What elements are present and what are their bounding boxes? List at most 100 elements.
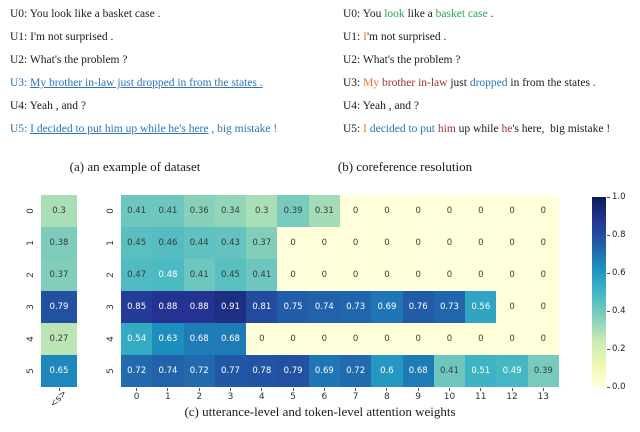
token-level-attention-heatmap: 0.41 0.41 0.36 0.34 0.3 0.39 0.31 0 0 0 0 0 0 0 0.45 0.… bbox=[121, 195, 559, 387]
heatmap-cell: 0 bbox=[402, 195, 434, 227]
heatmap-cell: 0.73 bbox=[340, 291, 372, 323]
heatmap-cell: 0 bbox=[371, 323, 403, 355]
heatmap-cell: 0 bbox=[465, 227, 497, 259]
heatmap-cell: 0.77 bbox=[214, 355, 247, 387]
heatmap-cell: 0.69 bbox=[371, 291, 403, 323]
heatmap-cell: 0.74 bbox=[152, 355, 184, 387]
utterance-segment: . bbox=[487, 8, 494, 20]
utterance-segment: I bbox=[363, 31, 367, 43]
col-tick-label: 5 bbox=[277, 388, 308, 402]
utterance-label: U5: bbox=[10, 123, 31, 135]
utterance-segment: basket case bbox=[435, 8, 488, 20]
heatmap-cell: 0.43 bbox=[214, 227, 247, 259]
heatmap-cell: 0.45 bbox=[121, 227, 153, 259]
heatmap-cell: 0 bbox=[308, 259, 340, 291]
heatmap-cell: 0.41 bbox=[246, 259, 278, 291]
utterance-segment: I decided to put him up while he's here bbox=[30, 123, 209, 135]
heatmap-cell: 0.39 bbox=[277, 195, 309, 227]
heatmap-cell: 0 bbox=[496, 195, 528, 227]
utterance-level-attention-heatmap: 0.3 0.38 0.37 0.79 0.27 0.65 bbox=[41, 195, 77, 387]
caption-b: (b) coreference resolution bbox=[337, 159, 473, 174]
utterance-segment: brother in-law bbox=[381, 77, 448, 89]
dialogue-line: U2: What's the problem ? bbox=[343, 51, 610, 74]
heatmap-cell: 0.38 bbox=[41, 227, 77, 259]
heatmap-cell: 0 bbox=[308, 323, 340, 355]
col-tick-label: 1 bbox=[152, 388, 183, 402]
heatmap-cell: 0.49 bbox=[496, 355, 528, 387]
heatmap-cell: 0 bbox=[246, 323, 278, 355]
heatmap-cell: 0 bbox=[465, 195, 497, 227]
dialogue-line: U4: Yeah , and ? bbox=[343, 97, 610, 120]
heatmap-cell: 0 bbox=[371, 195, 403, 227]
heatmap-cell: 0.56 bbox=[465, 291, 497, 323]
dialogue-line: U3: My brother in-law just dropped in fr… bbox=[10, 74, 277, 97]
caption-c: (c) utterance-level and token-level atte… bbox=[184, 404, 456, 419]
utterance-label: U4: bbox=[10, 100, 30, 112]
heatmap-cell: 0 bbox=[277, 227, 309, 259]
heatmap-cell: 0 bbox=[340, 323, 372, 355]
heatmap-cell: 0 bbox=[371, 227, 403, 259]
heatmap-cell: 0.3 bbox=[246, 195, 278, 227]
col-tick-label: 0 bbox=[121, 388, 152, 402]
heatmap-cell: 0.68 bbox=[214, 323, 247, 355]
col-tick-label: 13 bbox=[528, 388, 559, 402]
dialogue-line: U5: I decided to put him up while he's h… bbox=[10, 120, 277, 143]
col-tick-label: 6 bbox=[309, 388, 340, 402]
heatmap-cell: 0.46 bbox=[152, 227, 184, 259]
heatmap-cell: 0 bbox=[402, 323, 434, 355]
utterance-label: U0: bbox=[343, 8, 363, 20]
heatmap-cell: 0 bbox=[465, 259, 497, 291]
utterance-label: U1: bbox=[10, 31, 31, 43]
heatmap-cell: 0.41 bbox=[183, 259, 215, 291]
heatmap-cell: 0.34 bbox=[214, 195, 247, 227]
heatmap-cell: 0 bbox=[496, 323, 528, 355]
utterance-segment: You bbox=[362, 8, 385, 20]
heatmap-cell: 0.68 bbox=[183, 323, 215, 355]
heatmap-cell: 0.73 bbox=[433, 291, 466, 323]
heatmap-cell: 0 bbox=[527, 195, 559, 227]
col-tick-label: 7 bbox=[340, 388, 371, 402]
heatmap-cell: 0 bbox=[402, 259, 434, 291]
dialogue-line: U1: I'm not surprised . bbox=[343, 28, 610, 51]
heatmap-cell: 0 bbox=[527, 259, 559, 291]
heatmap-cell: 0.37 bbox=[41, 259, 77, 291]
colorbar-tick: 1.0 bbox=[607, 192, 626, 202]
utterance-segment: I'm not surprised . bbox=[30, 31, 114, 43]
heatmap-cell: 0.88 bbox=[152, 291, 184, 323]
heatmap-cell: 0.69 bbox=[308, 355, 340, 387]
col-tick-label: 3 bbox=[215, 388, 246, 402]
utterance-segment: dropped bbox=[469, 77, 508, 89]
utterance-segment: My brother in-law just dropped in from t… bbox=[30, 77, 263, 89]
colorbar-tick: 0.0 bbox=[607, 382, 626, 392]
heatmap-cell: 0 bbox=[433, 259, 466, 291]
heatmap-cell: 0.78 bbox=[246, 355, 278, 387]
caption-a: (a) an example of dataset bbox=[69, 159, 201, 174]
heatmap-cell: 0.41 bbox=[121, 195, 153, 227]
utterance-segment: , big mistake ! bbox=[208, 123, 278, 135]
heatmap-cell: 0 bbox=[527, 323, 559, 355]
col-tick-label: 4 bbox=[246, 388, 277, 402]
utterance-label: U0: bbox=[10, 8, 30, 20]
token-heatmap-col-labels: 0 1 2 3 4 5 6 7 8 9 10 11 12 13 bbox=[121, 388, 559, 402]
utterance-segment: he bbox=[501, 123, 513, 135]
utterance-label: U3: bbox=[10, 77, 31, 89]
col-tick-label: 10 bbox=[434, 388, 465, 402]
col-tick-label: 11 bbox=[465, 388, 496, 402]
heatmap-cell: 0.76 bbox=[402, 291, 434, 323]
dialogue-line: U0: You look like a basket case . bbox=[343, 5, 610, 28]
heatmap-cell: 0 bbox=[308, 227, 340, 259]
heatmap-cell: 0 bbox=[433, 227, 466, 259]
heatmap-cell: 0.72 bbox=[121, 355, 153, 387]
panel-dataset-example: U0: You look like a basket case . U1: I'm… bbox=[10, 5, 277, 143]
heatmap-cell: 0.44 bbox=[183, 227, 215, 259]
col-tick-label: 12 bbox=[496, 388, 527, 402]
utterance-segment: You look like a basket case . bbox=[29, 8, 161, 20]
utterance-segment: My bbox=[363, 77, 380, 89]
heatmap-cell: 0.48 bbox=[152, 259, 184, 291]
utterance-segment: Yeah , and ? bbox=[362, 100, 420, 112]
utterance-segment: look bbox=[384, 8, 405, 20]
heatmap-cell: 0.72 bbox=[340, 355, 372, 387]
